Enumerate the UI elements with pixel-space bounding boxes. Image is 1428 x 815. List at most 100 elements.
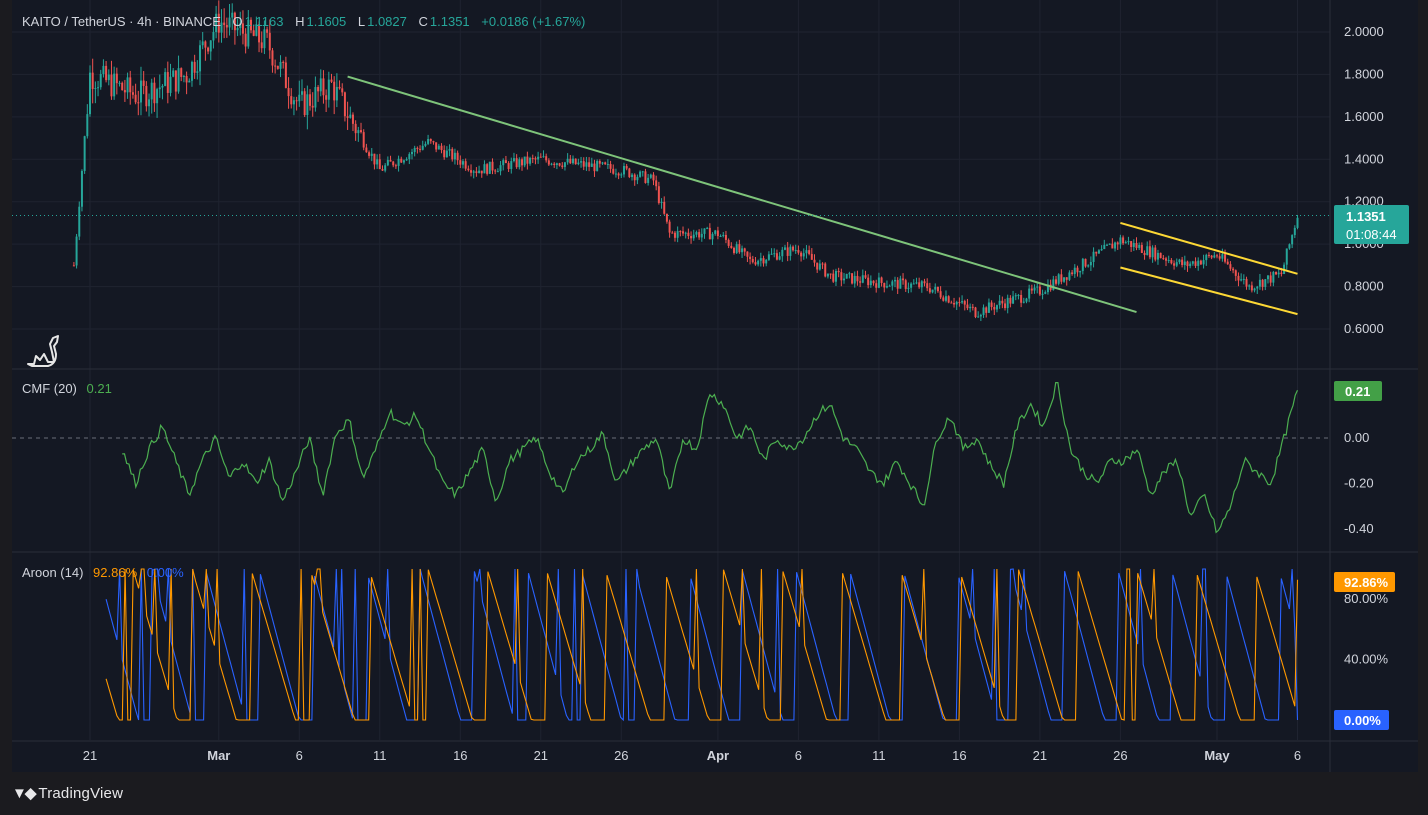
candle-body [311,105,314,108]
candle-body [207,47,210,52]
candle-body [1245,278,1248,287]
candle-body [966,304,969,309]
candle-body [1288,244,1291,249]
ohlc-close-value: 1.1351 [429,14,470,29]
candle-body [778,256,781,260]
candle-body [512,158,515,162]
downtrend-line[interactable] [347,75,1137,313]
candle-body [110,74,113,97]
candle-body [652,174,655,181]
candle-body [496,171,499,173]
candle-body [1084,258,1087,267]
candle-body [1030,288,1033,291]
symbol-title[interactable]: KAITO / TetherUS · 4h · BINANCE [22,14,221,29]
dinosaur-icon[interactable] [27,335,59,367]
candle-body [1173,263,1176,266]
candle-body [708,227,711,240]
candle-body [754,262,757,265]
candle-body [596,160,599,172]
candle-body [504,160,507,164]
candle-body [185,75,188,83]
candle-body [641,171,644,173]
candle-body [845,273,848,279]
candle-body [577,162,580,165]
candle-body [1277,272,1280,275]
candle-body [580,161,583,163]
candle-body [993,306,996,310]
candle-body [620,174,623,176]
candle-body [341,88,344,93]
candle-body [1004,303,1007,309]
candle-body [276,65,279,69]
candle-body [282,61,285,63]
candle-body [182,75,185,77]
candle-body [614,173,617,175]
aroon-title[interactable]: Aroon (14) [22,565,84,580]
candle-body [974,307,977,318]
candle-body [78,206,81,237]
candle-body [488,161,491,174]
candle-body [604,162,607,165]
candle-body [711,233,714,240]
candle-body [260,42,263,49]
channel-upper-line[interactable] [1120,221,1298,275]
tradingview-logo[interactable]: ▼◆ TradingView [12,784,123,802]
candle-body [786,247,789,256]
aroon-up-line[interactable] [105,568,1299,721]
candlestick-series[interactable] [72,0,1299,322]
candle-body [883,282,886,288]
candle-body [875,283,878,288]
candle-body [1226,261,1229,265]
candle-body [676,231,679,238]
candle-body [317,87,320,92]
candle-body [558,163,561,166]
candle-body [647,177,650,183]
candle-body [266,29,269,33]
candle-body [150,82,153,100]
ohlc-high-label: H [295,14,305,29]
candle-body [134,94,137,103]
aroon-down-badge-value: 0.00% [1344,713,1381,728]
candle-body [1291,235,1294,245]
candle-body [606,164,609,166]
symbol-legend: KAITO / TetherUS · 4h · BINANCE O 1.1163 … [22,14,587,29]
candle-body [773,253,776,255]
candle-body [590,163,593,167]
candle-body [1014,295,1017,297]
candle-body [797,249,800,253]
candle-body [746,251,749,257]
candle-body [724,234,727,240]
candle-body [231,12,234,18]
candle-body [910,283,913,288]
candle-body [386,159,389,166]
candle-body [107,74,110,81]
channel-lower-line[interactable] [1120,266,1298,316]
candle-body [461,161,464,165]
candle-body [765,259,768,264]
candle-body [751,258,754,263]
candle-body [1280,272,1283,274]
candle-body [354,123,357,134]
candle-body [322,78,325,96]
candle-body [939,291,942,298]
candle-body [915,282,918,284]
candle-body [832,273,835,282]
candle-body [1033,287,1036,291]
candle-body [692,234,695,239]
candle-body [416,147,419,149]
candle-body [199,45,202,72]
candle-body [572,158,574,164]
candle-body [730,245,733,248]
candle-body [1025,298,1028,302]
candle-body [204,41,207,48]
candle-body [349,114,352,118]
candle-body [840,272,843,281]
cmf-title[interactable]: CMF (20) [22,381,77,396]
candle-body [700,233,703,238]
candle-body [1258,279,1261,287]
cmf-line[interactable] [122,382,1299,534]
price-badge-countdown: 01:08:44 [1346,227,1397,242]
candle-body [631,174,634,178]
candle-body [810,253,813,260]
